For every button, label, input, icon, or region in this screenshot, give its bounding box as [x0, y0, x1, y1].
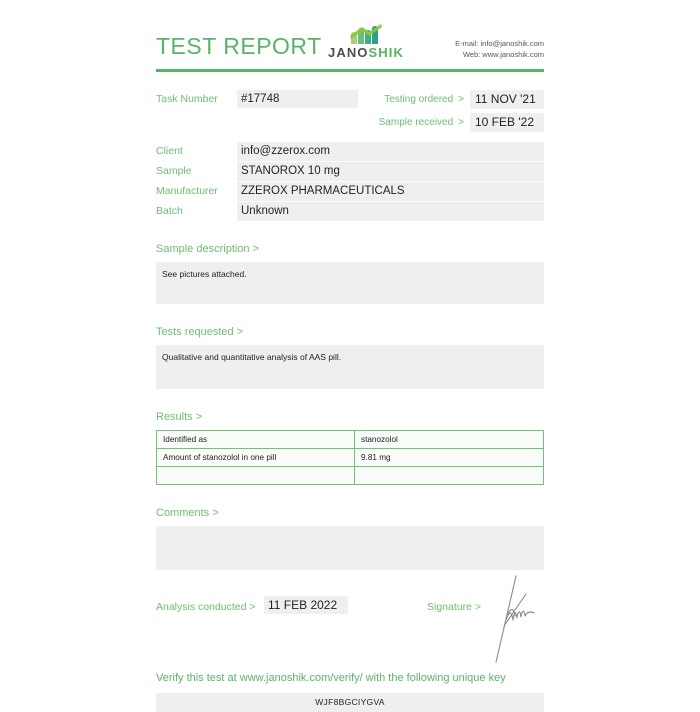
- bar-chart-icon: [320, 24, 412, 45]
- janoshik-logo: JANOSHIK: [320, 24, 412, 60]
- table-row: Amount of stanozolol in one pill 9.81 mg: [156, 448, 544, 467]
- analysis-conducted-label: Analysis conducted >: [156, 601, 256, 613]
- comments-title: Comments >: [156, 507, 219, 519]
- table-row: [156, 466, 544, 485]
- report-header: TEST REPORT JANOSHIK E-mail: info@janosh…: [156, 0, 544, 72]
- sample-received-label: Sample received: [378, 117, 454, 128]
- field-client-label: Client: [156, 145, 183, 157]
- field-sample: Sample STANOROX 10 mg: [156, 162, 544, 181]
- task-number-value: #17748: [237, 90, 358, 108]
- sample-received-separator: >: [458, 117, 464, 128]
- sample-description-box: See pictures attached.: [156, 262, 544, 304]
- report-page: TEST REPORT JANOSHIK E-mail: info@janosh…: [156, 0, 544, 712]
- field-manufacturer-value: ZZEROX PHARMACEUTICALS: [237, 182, 544, 201]
- field-manufacturer-label: Manufacturer: [156, 185, 218, 197]
- analysis-conducted-date: 11 FEB 2022: [264, 596, 348, 614]
- tests-requested-box: Qualitative and quantitative analysis of…: [156, 345, 544, 389]
- field-manufacturer: Manufacturer ZZEROX PHARMACEUTICALS: [156, 182, 544, 201]
- field-sample-value: STANOROX 10 mg: [237, 162, 544, 181]
- field-client-value: info@zzerox.com: [237, 142, 544, 161]
- testing-ordered-value: 11 NOV '21: [470, 90, 544, 109]
- results-title: Results >: [156, 411, 203, 423]
- result-name-1: Amount of stanozolol in one pill: [156, 448, 355, 467]
- field-batch-value: Unknown: [237, 202, 544, 221]
- logo-wordmark: JANOSHIK: [320, 45, 412, 60]
- testing-ordered-label: Testing ordered: [384, 94, 454, 105]
- comments-box: [156, 526, 544, 570]
- result-value-2: [354, 466, 544, 485]
- task-number-label: Task Number: [156, 93, 218, 105]
- results-table: Identified as stanozolol Amount of stano…: [156, 430, 544, 485]
- field-batch-label: Batch: [156, 205, 183, 217]
- field-sample-label: Sample: [156, 165, 192, 177]
- analysis-row: Analysis conducted > 11 FEB 2022 Signatu…: [156, 575, 544, 664]
- result-name-0: Identified as: [156, 430, 355, 449]
- info-fields: Client info@zzerox.com Sample STANOROX 1…: [156, 142, 544, 221]
- signature-label: Signature >: [427, 601, 481, 613]
- header-divider: [156, 69, 544, 72]
- tests-requested-title: Tests requested >: [156, 326, 244, 338]
- result-name-2: [156, 466, 355, 485]
- logo-word-green: SHIK: [368, 45, 404, 60]
- table-row: Identified as stanozolol: [156, 430, 544, 449]
- page-title: TEST REPORT: [156, 33, 322, 59]
- result-value-1: 9.81 mg: [354, 448, 544, 467]
- contact-email: E-mail: info@janoshik.com: [455, 39, 544, 48]
- handwritten-signature-icon: [486, 574, 546, 664]
- logo-word-dark: JANO: [328, 45, 369, 60]
- contact-web: Web: www.janoshik.com: [462, 50, 544, 59]
- field-batch: Batch Unknown: [156, 202, 544, 221]
- sample-description-title: Sample description >: [156, 243, 260, 255]
- sample-received-row: Sample received > 10 FEB '22: [379, 113, 544, 132]
- contact-block: E-mail: info@janoshik.com Web: www.janos…: [455, 38, 544, 60]
- field-client: Client info@zzerox.com: [156, 142, 544, 161]
- verify-text: Verify this test at www.janoshik.com/ver…: [156, 672, 506, 684]
- result-value-0: stanozolol: [354, 430, 544, 449]
- dates-block: Testing ordered > 11 NOV '21 Sample rece…: [379, 90, 544, 136]
- testing-ordered-row: Testing ordered > 11 NOV '21: [379, 90, 544, 109]
- testing-ordered-separator: >: [458, 94, 464, 105]
- task-row: Task Number #17748 Testing ordered > 11 …: [156, 90, 544, 136]
- unique-key: WJF8BGCIYGVA: [156, 693, 544, 712]
- sample-received-value: 10 FEB '22: [470, 113, 544, 132]
